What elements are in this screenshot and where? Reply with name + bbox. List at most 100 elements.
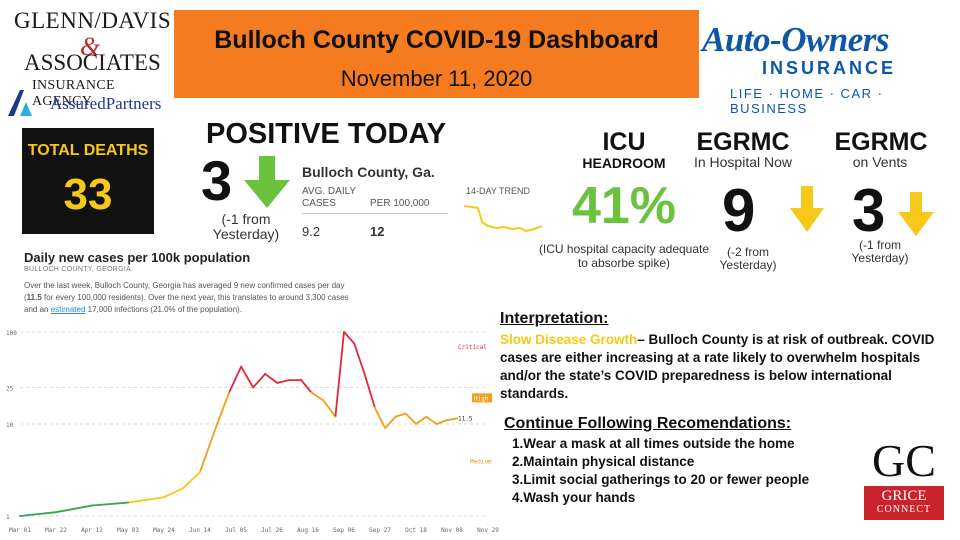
series-segment [300,379,313,394]
desc-text: Over the last week, Bulloch County, Geor… [24,281,345,302]
x-tick-label: Oct 18 [405,527,427,534]
data-point [334,415,337,418]
x-tick-label: Jun 14 [189,527,211,534]
data-point [228,391,231,394]
total-deaths-value: 33 [63,170,113,219]
data-point [373,406,376,409]
risk-level: Slow Disease Growth [500,332,638,347]
x-tick-label: Mar 01 [9,527,31,534]
data-point [55,511,57,514]
data-point [276,381,279,384]
series-segment [415,415,428,425]
series-segment [404,412,417,425]
series-segment [322,399,337,418]
series-segment [373,406,387,430]
recommendations-title: Continue Following Recomendations: [504,415,792,432]
data-point [456,417,459,420]
grice-connect-logo: GC GRICE CONNECT [862,435,946,522]
icu-note: (ICU hospital capacity adequate to absor… [538,242,710,270]
icu-subtitle: HEADROOM [582,155,666,171]
series-segment [181,471,201,490]
data-point [127,501,129,504]
series-segment [163,487,184,499]
y-tick-label: 25 [6,385,14,392]
list-item: 3.Limit social gatherings to 20 or fewer… [512,472,810,487]
x-tick-label: Mar 22 [45,527,67,534]
data-point [343,331,345,333]
desc-bold: 11.5 [26,293,42,302]
auto-owners-logo: Auto-Owners INSURANCE LIFE · HOME · CAR … [700,20,958,116]
data-point [404,412,407,415]
egrmc-vents-value: 3 [852,177,886,244]
x-tick-label: Jul 05 [225,527,247,534]
logo-text: INSURANCE [762,58,897,78]
x-tick-label: Jul 26 [261,527,283,534]
series-segment [425,415,438,425]
data-point [252,386,255,389]
list-item: 4.Wash your hands [512,490,636,505]
series-segment [19,511,57,517]
series-segment [343,331,356,345]
last-value-label: 11.5 [458,415,473,422]
egrmc-vents-subtitle: on Vents [852,154,908,170]
data-point [240,365,243,368]
egrmc-hospital-subtitle: In Hospital Now [693,154,793,170]
chart-title: Daily new cases per 100k population [24,250,251,265]
positive-today-title: POSITIVE TODAY [206,118,447,150]
icu-headroom-value: 41% [571,177,677,235]
data-point [288,379,291,382]
data-point [445,419,448,422]
series-segment [384,415,397,430]
total-deaths-card: TOTAL DEATHS 33 [22,128,154,234]
chart-description: Over the last week, Bulloch County, Geor… [24,280,354,316]
critical-threshold-label: Critical [458,344,487,351]
positive-today-value: 3 [201,149,233,212]
logo-ampersand: & [80,32,101,61]
series-segment [240,365,255,389]
x-tick-label: Nov 29 [477,527,499,534]
avg-daily-cases-value: 9.2 [302,224,321,239]
desc-text: for every 100,000 residents). Over the n… [24,293,349,314]
icu-title: ICU [602,128,646,156]
y-tick-label: 10 [6,422,14,429]
logo-text: GLENN/DAVIS [14,8,172,33]
series-segment [91,501,129,507]
series-segment [445,417,459,422]
series-segment [55,504,93,514]
x-tick-label: May 03 [117,527,139,534]
total-deaths-label: TOTAL DEATHS [27,142,149,159]
logo-text: Auto-Owners [702,20,890,59]
per-100k-value: 12 [370,224,385,239]
dashboard-header: Bulloch County COVID-19 Dashboard Novemb… [174,10,699,98]
avg-daily-cases-header: AVG. DAILY CASES [302,186,356,209]
down-arrow-icon [898,192,934,236]
series-segment [394,412,407,418]
data-point [216,423,219,425]
data-point [394,415,397,418]
logo-text: INSURANCE AGENCY [32,78,115,109]
data-point [264,373,267,375]
glenn-davis-logo: GLENN/DAVIS & ASSOCIATES INSURANCE AGENC… [4,6,172,116]
estimated-link[interactable]: estimated [50,305,86,314]
logo-banner: GRICE CONNECT [864,486,944,520]
interpretation-title: Interpretation: [500,310,609,327]
interpretation-body: – Bulloch County is at risk of outbreak.… [500,332,935,401]
egrmc-hospital-value: 9 [722,177,756,244]
per-100k-header: PER 100,000 [370,198,430,209]
list-item: 2.Maintain physical distance [512,454,695,469]
x-tick-label: Aug 16 [297,527,319,534]
positive-today-change: (-1 from Yesterday) [212,211,280,242]
egrmc-vents-change: (-1 from Yesterday) [851,238,909,265]
data-point [415,423,417,425]
dashboard-title: Bulloch County COVID-19 Dashboard [214,26,659,54]
series-segment [334,331,345,418]
x-tick-label: May 24 [153,527,175,534]
trend-label: 14-DAY TREND [466,186,531,196]
x-tick-label: Sep 06 [333,527,355,534]
series-segment [353,342,366,375]
chart-subtitle: BULLOCH COUNTY, GEORGIA [24,266,132,273]
data-point [19,515,21,517]
egrmc-hospital-title: EGRMC [696,128,790,156]
series-segment [264,373,279,384]
high-badge [472,393,492,403]
